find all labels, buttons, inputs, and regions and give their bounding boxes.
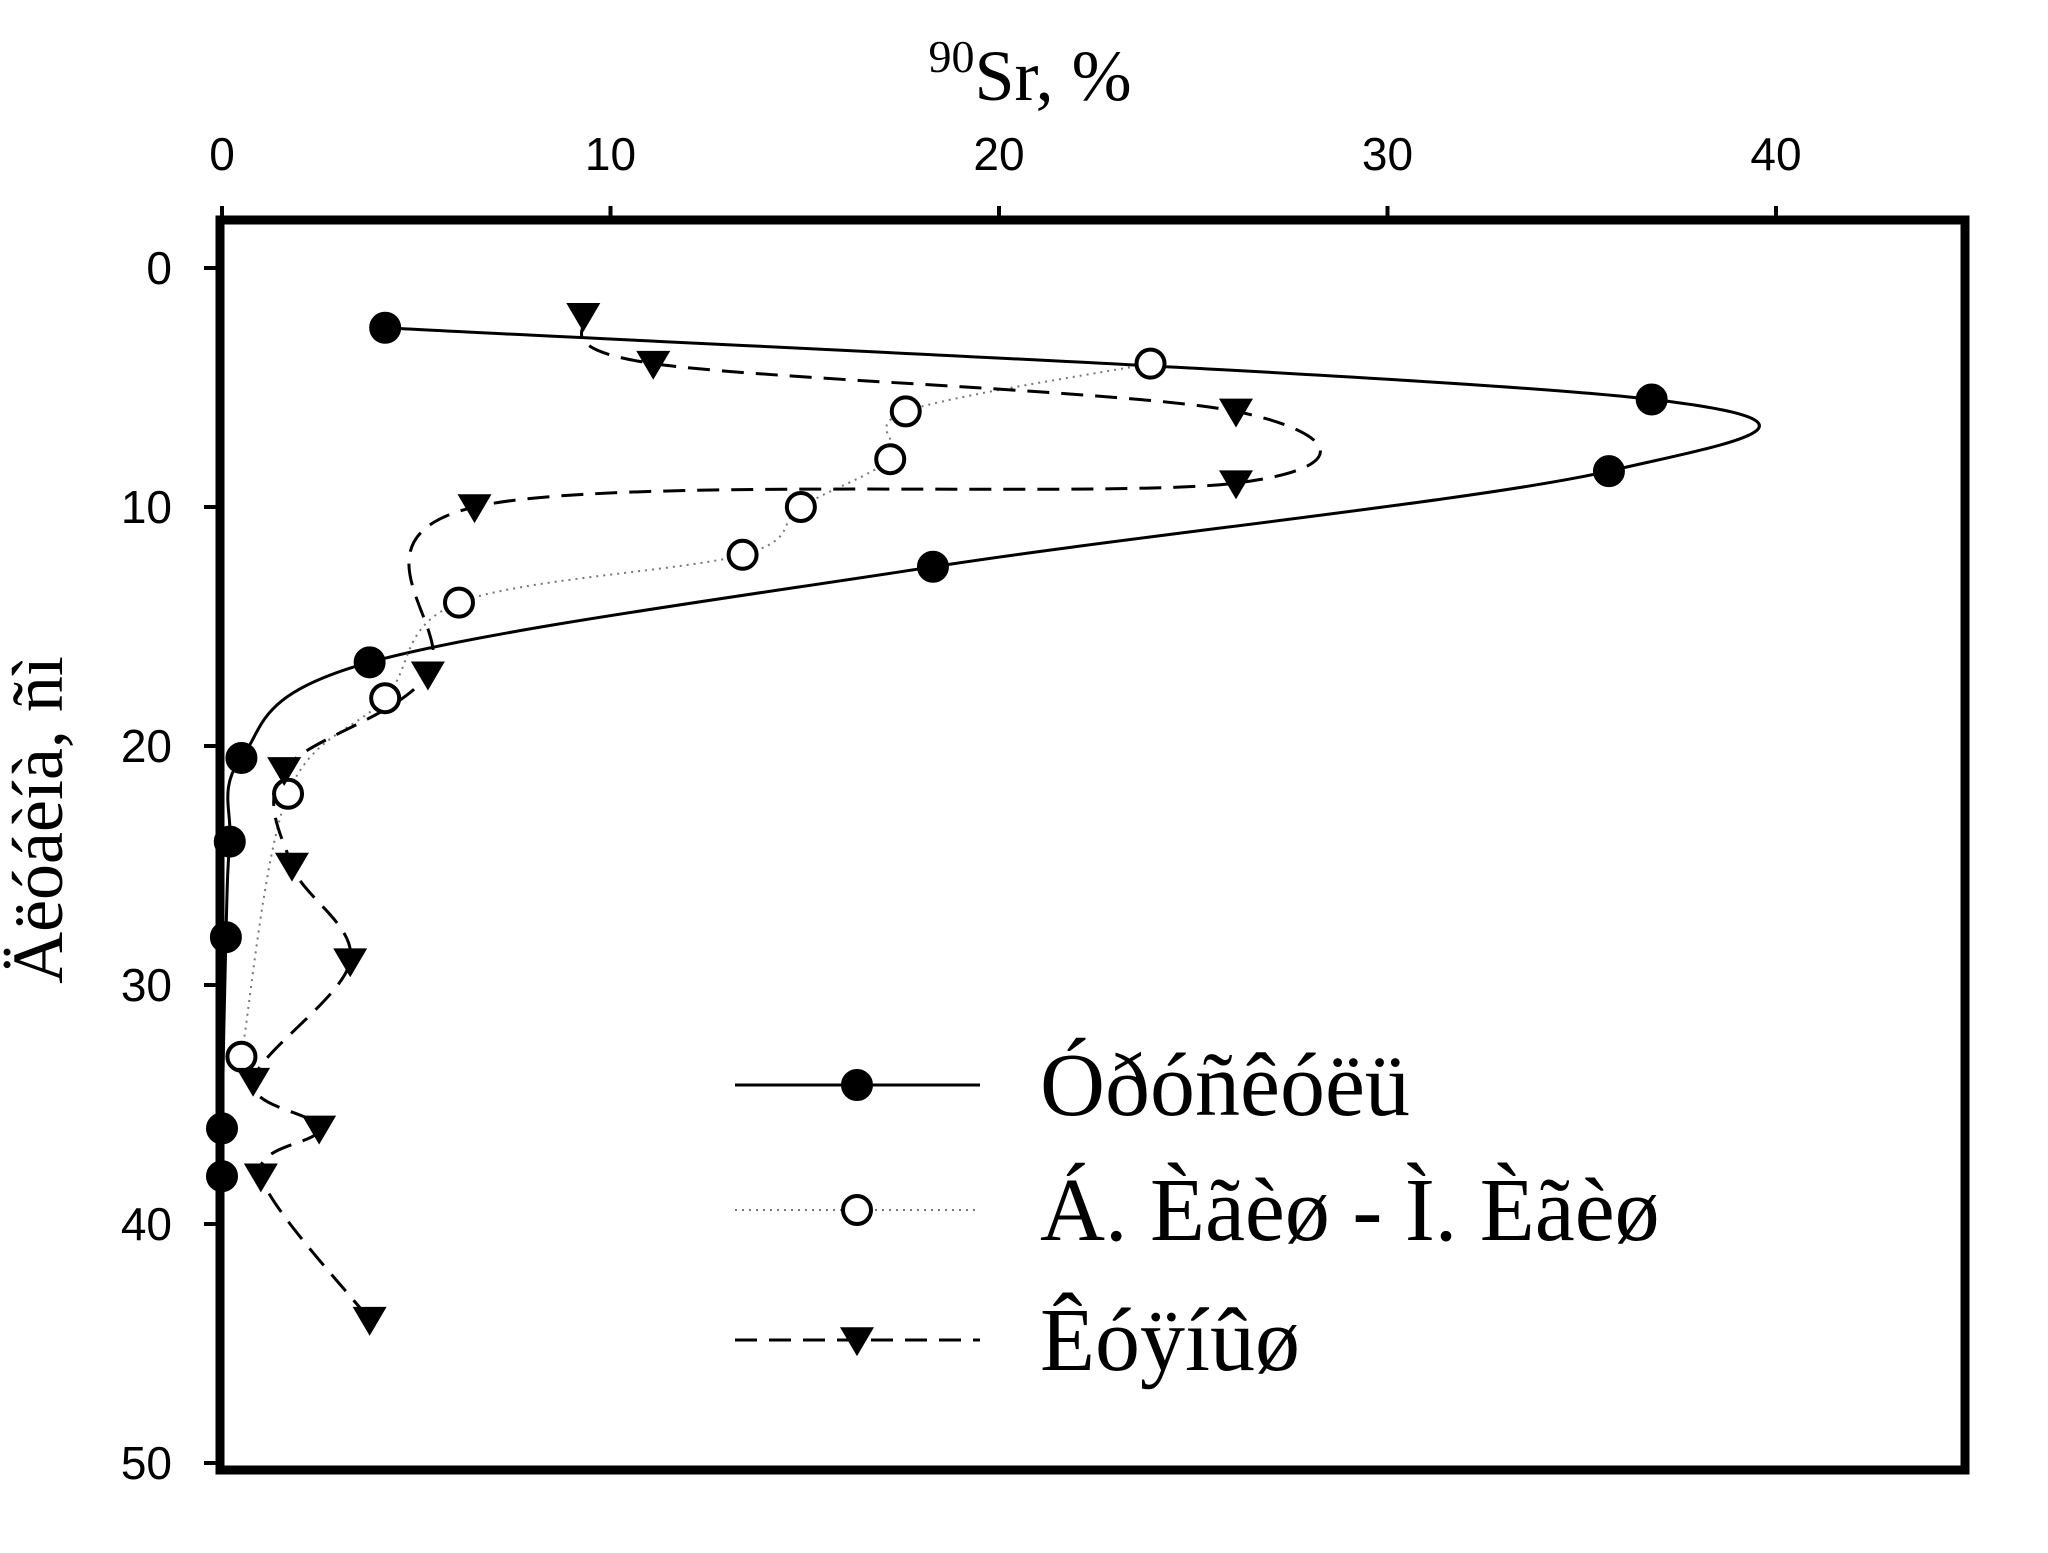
plot-frame — [215, 215, 1970, 1475]
series-3-point — [636, 350, 671, 380]
series-2-line — [240, 362, 1151, 1057]
series-3-line — [251, 314, 1322, 1321]
series-2-point — [889, 395, 922, 428]
y-tick-label: 10 — [121, 481, 172, 533]
x-axis-title-superscript: 90 — [928, 31, 974, 82]
series-3-point — [333, 948, 368, 978]
y-tick-label: 40 — [121, 1198, 172, 1250]
x-tick-label: 0 — [209, 128, 235, 180]
series-2-point — [442, 586, 475, 619]
y-tick-label: 0 — [146, 242, 172, 294]
legend-marker-series-3 — [840, 1327, 874, 1357]
series-2-point — [874, 443, 907, 476]
y-tick-label: 30 — [121, 959, 172, 1011]
series-3-point — [566, 303, 601, 332]
series-1-point — [1635, 383, 1668, 416]
series-3-point — [457, 494, 492, 524]
series-3-point — [243, 1163, 278, 1193]
x-tick-label: 30 — [1362, 128, 1413, 180]
series-3-point — [302, 1115, 337, 1145]
legend: Óðóñêóëü Á. Èãèø - Ì. Èãèø Êóÿíûø — [735, 1036, 1660, 1390]
series-1-point — [1592, 455, 1625, 488]
series-3-point — [236, 1067, 271, 1097]
series-3-point — [1218, 398, 1253, 428]
series-3-point — [1218, 470, 1253, 500]
series-1-point — [225, 741, 258, 774]
series-1-point — [353, 646, 386, 679]
series-2-point — [369, 682, 402, 715]
series-2-point — [272, 777, 305, 810]
series-3-point — [352, 1306, 387, 1336]
x-axis-title-main: Sr, % — [974, 36, 1131, 116]
x-tick-label: 20 — [973, 128, 1024, 180]
x-tick-label: 40 — [1750, 128, 1801, 180]
legend-marker-series-2 — [841, 1194, 873, 1226]
legend-marker-series-1 — [841, 1069, 873, 1101]
y-tick-label: 20 — [121, 720, 172, 772]
series-3-point — [274, 852, 309, 882]
series-2-point — [726, 538, 759, 571]
series-1-point — [916, 550, 949, 583]
series-3-point — [267, 757, 302, 787]
y-tick-label: 50 — [121, 1437, 172, 1489]
series-2-point — [784, 491, 817, 523]
legend-label-series-2: Á. Èãèø - Ì. Èãèø — [1040, 1161, 1660, 1260]
x-tick-label: 10 — [585, 128, 636, 180]
series-2-point — [1134, 347, 1167, 380]
x-axis-title: 90Sr, % — [928, 31, 1131, 116]
y-axis-title: Äëóáèíà, ñì — [0, 656, 78, 984]
series-3-point — [410, 661, 445, 691]
series-2-point — [225, 1040, 258, 1073]
series-1-point — [209, 921, 242, 954]
series-markers — [206, 303, 1668, 1336]
legend-label-series-1: Óðóñêóëü — [1040, 1036, 1410, 1135]
series-1-point — [369, 311, 402, 344]
legend-label-series-3: Êóÿíûø — [1040, 1291, 1300, 1390]
